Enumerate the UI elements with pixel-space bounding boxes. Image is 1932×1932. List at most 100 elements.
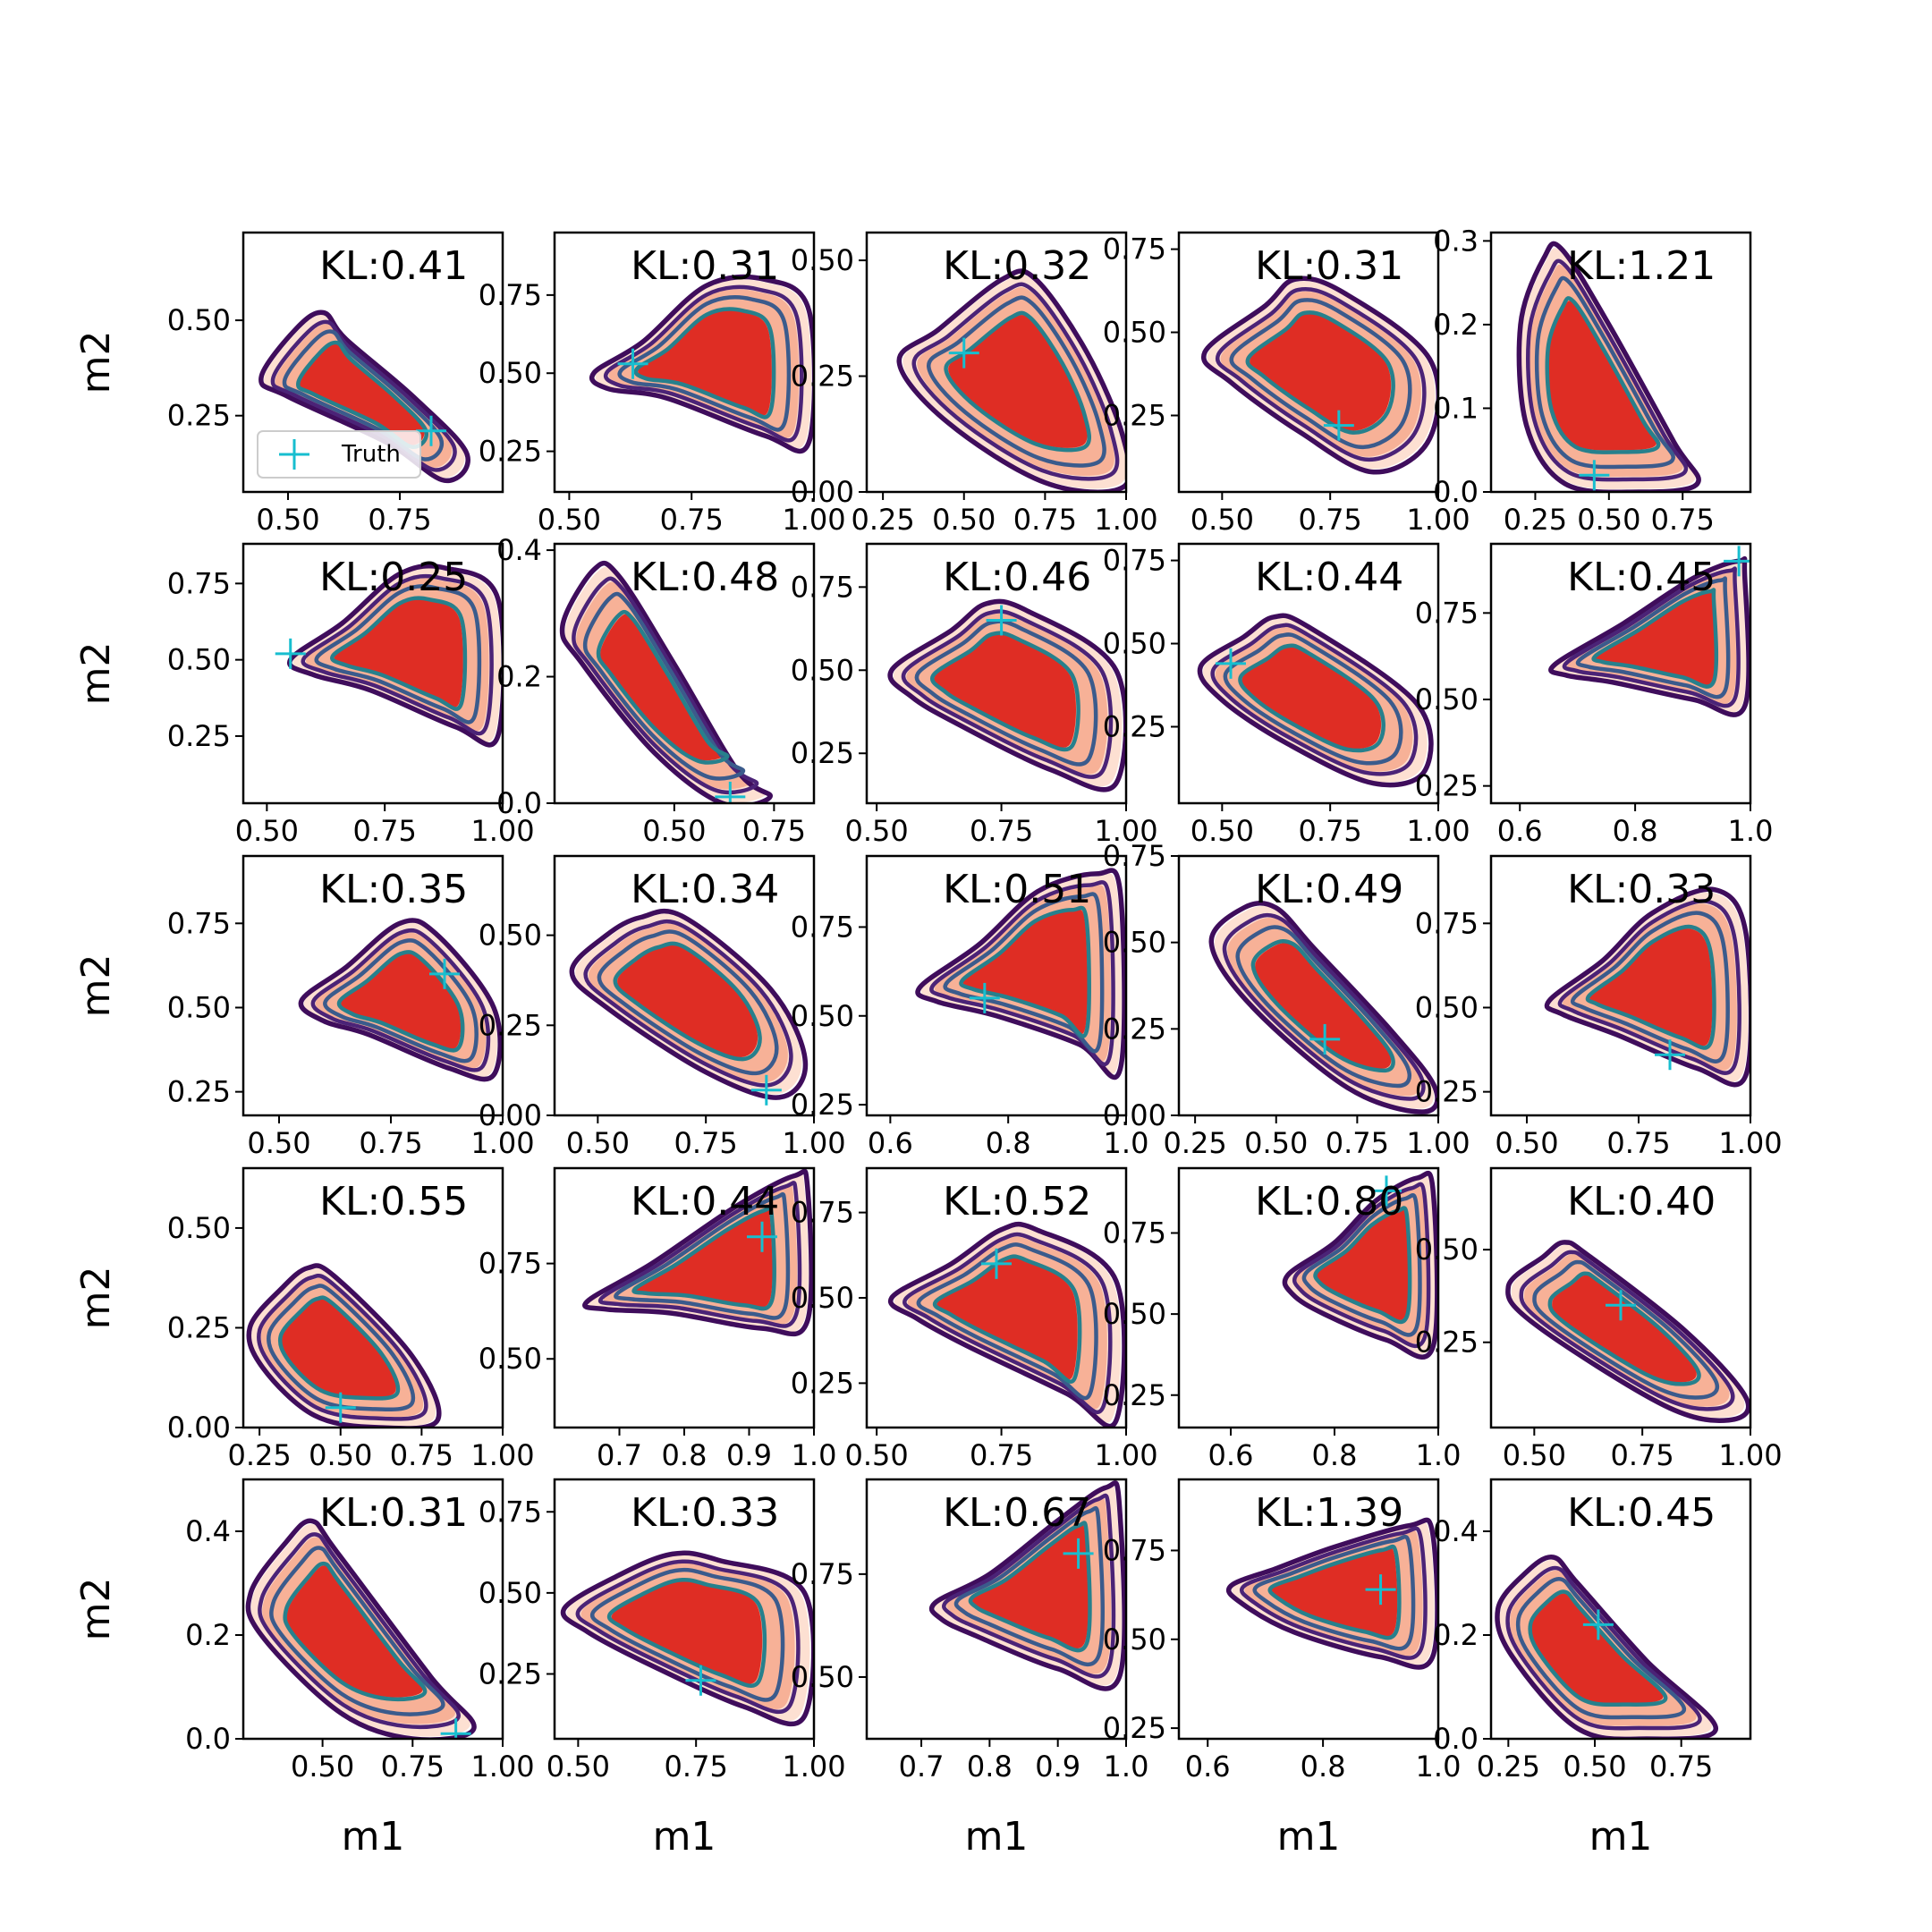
contour-inner (283, 1561, 428, 1702)
contour-outer (589, 274, 814, 454)
truth-marker (1655, 1039, 1685, 1071)
subplot-1-4: KL:0.45 0.6 0.8 1.0 0.25 0.50 0.75 (1415, 542, 1774, 848)
contour-outer (928, 1480, 1126, 1691)
subplot-0-1: KL:0.31 0.50 0.75 1.00 0.25 0.50 0.75 (479, 231, 846, 537)
legend-box (257, 430, 421, 479)
contour-inner (613, 941, 762, 1062)
x-tick-label: 0.6 (1185, 1750, 1231, 1784)
y-tick-label: 0.4 (496, 533, 542, 567)
x-tick-label: 1.0 (1728, 814, 1774, 848)
contour-outer (1516, 241, 1701, 492)
y-tick-label: 0.2 (1433, 1618, 1479, 1652)
x-tick-label: 0.75 (381, 1750, 445, 1784)
x-tick-label: 1.00 (1406, 503, 1470, 537)
x-tick-label: 0.50 (1577, 503, 1640, 537)
x-tick-label: 0.25 (1504, 503, 1567, 537)
contour-outer (1208, 900, 1438, 1114)
truth-marker (1365, 1574, 1396, 1606)
density-fill (1317, 1209, 1409, 1321)
kl-label: KL:0.41 (319, 243, 468, 289)
kl-label: KL:0.49 (1255, 867, 1403, 912)
y-tick-label: 0.75 (1415, 906, 1479, 940)
contour-outer (582, 1168, 814, 1337)
contour-second (597, 1181, 802, 1328)
y-tick-label: 0.50 (1103, 1297, 1166, 1331)
x-tick-label: 0.50 (547, 1750, 610, 1784)
x-tick-label: 1.00 (1094, 814, 1157, 848)
truth-marker (948, 337, 979, 369)
x-tick-label: 0.75 (742, 814, 806, 848)
plot-area (1505, 1240, 1750, 1423)
y-tick-label: 0.00 (1103, 1098, 1166, 1132)
contour-inner (596, 609, 730, 765)
x-tick-label: 0.50 (235, 814, 299, 848)
contour-second (1292, 1182, 1431, 1349)
contour-third (1252, 1534, 1416, 1651)
y-tick-label: 0.25 (1103, 1711, 1166, 1745)
x-tick-label: 0.75 (1013, 503, 1077, 537)
subplot-3-4: KL:0.40 0.50 0.75 1.00 0.25 0.50 (1415, 1166, 1783, 1472)
y-tick-label: 0.2 (496, 660, 542, 694)
plot-area (1225, 1517, 1438, 1670)
kl-label: KL:0.33 (1567, 867, 1716, 912)
density-fill (1589, 928, 1713, 1046)
x-tick-label: 0.50 (1563, 1750, 1626, 1784)
contour-outer (896, 268, 1126, 492)
density-fill (300, 343, 425, 445)
density-fill (1250, 314, 1392, 431)
truth-marker (440, 1718, 471, 1739)
y-tick-label: 0.50 (1103, 627, 1166, 661)
subplot-3-2: KL:0.52 0.50 0.75 1.00 0.25 0.50 0.75 (791, 1166, 1158, 1472)
truth-marker (969, 982, 1000, 1013)
y-tick-label: 0.2 (185, 1618, 231, 1652)
y-tick-label: 0.75 (791, 910, 854, 944)
plot-area (560, 1550, 814, 1727)
y-tick-label: 0.50 (791, 243, 854, 277)
axes-frame (1489, 854, 1752, 1117)
density-fill (286, 1565, 423, 1698)
y-tick-label: 0.25 (167, 399, 231, 433)
x-tick-label: 0.50 (1191, 814, 1254, 848)
kl-label: KL:0.25 (319, 555, 468, 600)
x-tick-label: 1.00 (470, 1750, 534, 1784)
truth-marker (1216, 648, 1246, 679)
contour-second (583, 919, 793, 1088)
y-tick-label: 0.25 (479, 1657, 542, 1691)
y-tick-label: 0.50 (791, 999, 854, 1033)
truth-marker (275, 638, 306, 669)
kl-label: KL:0.67 (943, 1490, 1091, 1536)
plot-area (1516, 241, 1701, 492)
x-tick-label: 1.00 (1406, 814, 1470, 848)
y-tick-label: 0.25 (1103, 1012, 1166, 1046)
plot-area (928, 1480, 1126, 1691)
subplot-0-4: KL:1.21 0.25 0.50 0.75 0.0 0.1 0.2 0.3 (1433, 224, 1752, 537)
contour-second (257, 1274, 428, 1421)
y-tick-label: 0.50 (791, 1281, 854, 1315)
contour-third (314, 584, 482, 724)
kl-label: KL:0.80 (1255, 1179, 1403, 1224)
truth-marker (1323, 410, 1354, 441)
contour-second (1526, 258, 1689, 482)
contour-inner (1267, 1544, 1402, 1640)
contour-outer (246, 1263, 442, 1428)
density-fill (281, 1299, 396, 1397)
density-fill (1241, 647, 1382, 750)
axes-frame (1177, 1478, 1440, 1741)
subplot-2-2: KL:0.51 0.6 0.8 1.0 0.25 0.50 0.75 (791, 854, 1148, 1160)
y-tick-label: 0.00 (791, 475, 854, 509)
y-tick-label: 0.75 (1103, 233, 1166, 267)
axes-frame (553, 1478, 816, 1741)
x-tick-label: 0.8 (986, 1126, 1031, 1160)
x-tick-label: 0.75 (390, 1438, 453, 1472)
kl-label: KL:0.46 (943, 555, 1091, 600)
kl-label: KL:0.44 (631, 1179, 779, 1224)
y-tick-label: 0.50 (167, 990, 231, 1024)
kl-label: KL:0.31 (631, 243, 779, 289)
y-tick-label: 0.50 (791, 1660, 854, 1694)
x-tick-label: 0.25 (1477, 1750, 1540, 1784)
y-tick-label: 0.50 (167, 1211, 231, 1245)
contour-second (1210, 623, 1419, 776)
x-tick-label: 0.50 (538, 503, 601, 537)
kl-label: KL:0.48 (631, 555, 779, 600)
y-axis-label: m2 (73, 1267, 119, 1330)
